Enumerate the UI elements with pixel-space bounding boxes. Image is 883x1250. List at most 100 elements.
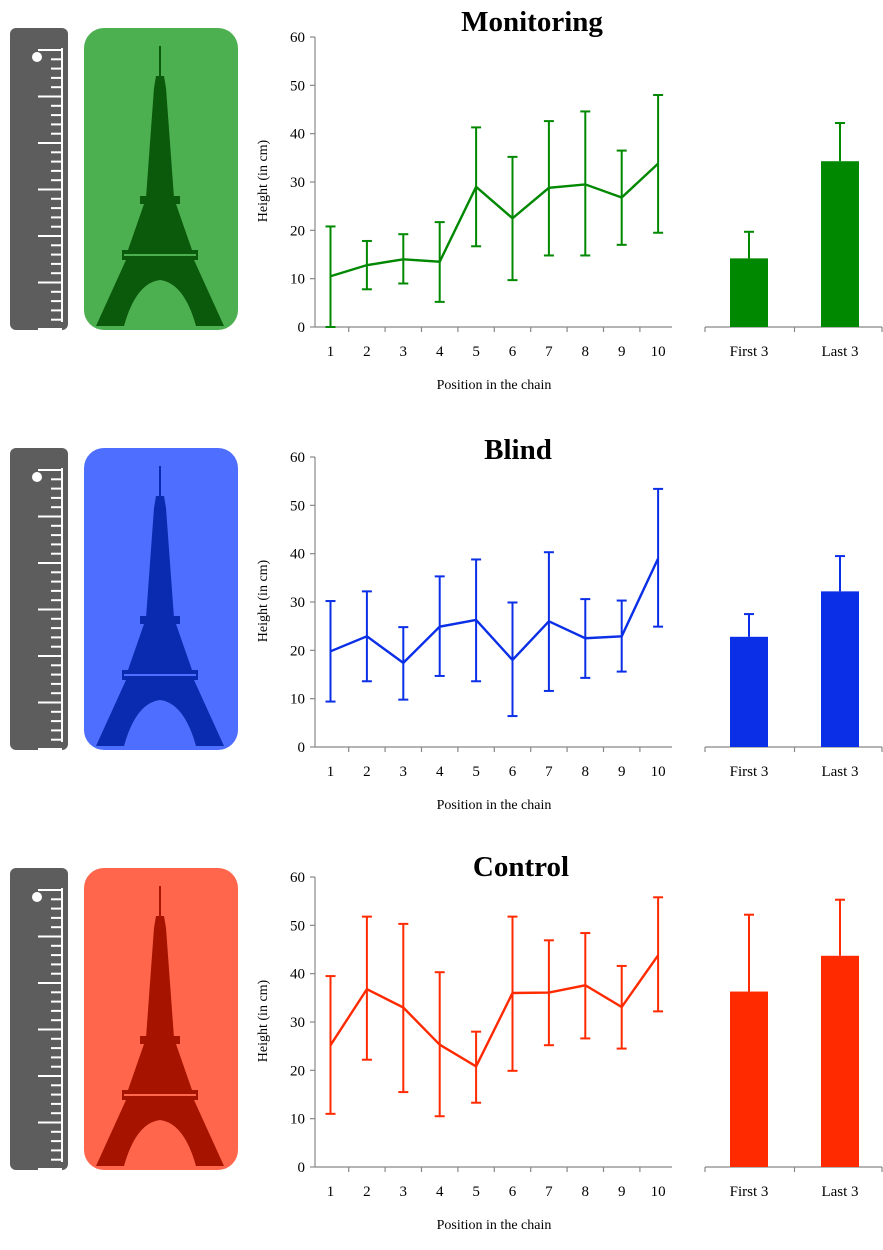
x-axis-title: Position in the chain bbox=[437, 378, 552, 393]
x-tick-label: 1 bbox=[327, 764, 335, 780]
bar-category-label: First 3 bbox=[730, 344, 769, 360]
eiffel-tower-icon bbox=[84, 448, 238, 750]
x-tick-label: 1 bbox=[327, 344, 335, 360]
bar-category-label: First 3 bbox=[730, 1184, 769, 1200]
x-tick-label: 7 bbox=[545, 344, 553, 360]
tower-platform-2 bbox=[140, 1036, 180, 1044]
y-tick-label: 40 bbox=[290, 547, 305, 563]
y-tick-label: 50 bbox=[290, 498, 305, 514]
ruler-icon bbox=[10, 28, 68, 330]
x-tick-label: 2 bbox=[363, 1184, 371, 1200]
x-tick-label: 3 bbox=[400, 764, 408, 780]
tower-upper bbox=[146, 508, 174, 618]
x-tick-label: 10 bbox=[651, 344, 666, 360]
bar bbox=[730, 991, 768, 1167]
tower-base bbox=[96, 680, 224, 746]
bar bbox=[821, 591, 859, 747]
tower-base bbox=[96, 1100, 224, 1166]
y-tick-label: 20 bbox=[290, 643, 305, 659]
tower-platform-line bbox=[124, 674, 196, 676]
y-tick-label: 0 bbox=[298, 740, 306, 756]
x-tick-label: 5 bbox=[472, 1184, 480, 1200]
x-tick-label: 5 bbox=[472, 344, 480, 360]
y-tick-label: 30 bbox=[290, 595, 305, 611]
eiffel-tower-icon bbox=[84, 28, 238, 330]
tower-platform-line bbox=[124, 254, 196, 256]
tower-upper bbox=[146, 88, 174, 198]
x-tick-label: 6 bbox=[509, 1184, 517, 1200]
tower-antenna bbox=[159, 466, 161, 496]
chart-blind: Blind Height (in cm) Position in the cha… bbox=[256, 434, 883, 813]
ruler-body bbox=[10, 868, 68, 1170]
y-axis-title: Height (in cm) bbox=[256, 139, 271, 222]
tower-middle bbox=[128, 624, 192, 670]
y-tick-label: 20 bbox=[290, 1063, 305, 1079]
y-tick-label: 0 bbox=[298, 320, 306, 336]
y-tick-label: 60 bbox=[290, 450, 305, 466]
ruler-body bbox=[10, 448, 68, 750]
x-tick-label: 2 bbox=[363, 344, 371, 360]
tower-platform-2 bbox=[140, 616, 180, 624]
y-tick-label: 50 bbox=[290, 918, 305, 934]
x-tick-label: 5 bbox=[472, 764, 480, 780]
tower-silhouette bbox=[96, 46, 224, 326]
x-tick-label: 3 bbox=[400, 344, 408, 360]
tower-antenna bbox=[159, 886, 161, 916]
ruler-dot bbox=[32, 52, 42, 62]
tower-base bbox=[96, 260, 224, 326]
tower-antenna bbox=[159, 46, 161, 76]
x-tick-label: 9 bbox=[618, 344, 626, 360]
bar bbox=[730, 258, 768, 327]
y-axis-title: Height (in cm) bbox=[256, 979, 271, 1062]
ruler-dot bbox=[32, 892, 42, 902]
y-tick-label: 0 bbox=[298, 1160, 306, 1176]
tower-top bbox=[154, 76, 166, 88]
x-tick-label: 8 bbox=[582, 764, 590, 780]
ruler-icon bbox=[10, 868, 68, 1170]
x-tick-label: 4 bbox=[436, 344, 444, 360]
x-axis-title: Position in the chain bbox=[437, 798, 552, 813]
panel-monitoring: Monitoring Height (in cm) Position in th… bbox=[0, 0, 883, 410]
tower-upper bbox=[146, 928, 174, 1038]
y-tick-label: 30 bbox=[290, 175, 305, 191]
bar-category-label: First 3 bbox=[730, 764, 769, 780]
x-tick-label: 6 bbox=[509, 764, 517, 780]
bar bbox=[821, 161, 859, 327]
series-line bbox=[330, 557, 660, 665]
tower-middle bbox=[128, 1044, 192, 1090]
y-tick-label: 10 bbox=[290, 1112, 305, 1128]
eiffel-tower-icon bbox=[84, 868, 238, 1170]
x-tick-label: 7 bbox=[545, 764, 553, 780]
x-tick-label: 4 bbox=[436, 764, 444, 780]
y-tick-label: 60 bbox=[290, 870, 305, 886]
x-tick-label: 9 bbox=[618, 1184, 626, 1200]
x-tick-label: 10 bbox=[651, 764, 666, 780]
y-tick-label: 20 bbox=[290, 223, 305, 239]
x-tick-label: 4 bbox=[436, 1184, 444, 1200]
tower-silhouette bbox=[96, 466, 224, 746]
x-tick-label: 3 bbox=[400, 1184, 408, 1200]
tower-silhouette bbox=[96, 886, 224, 1166]
chart-monitoring: Monitoring Height (in cm) Position in th… bbox=[256, 6, 883, 393]
x-tick-label: 10 bbox=[651, 1184, 666, 1200]
chart-title: Monitoring bbox=[461, 6, 603, 38]
bar bbox=[821, 955, 859, 1167]
panel-control: Control Height (in cm) Position in the c… bbox=[0, 840, 883, 1250]
y-tick-label: 10 bbox=[290, 272, 305, 288]
x-tick-label: 6 bbox=[509, 344, 517, 360]
tower-top bbox=[154, 496, 166, 508]
ruler-dot bbox=[32, 472, 42, 482]
y-tick-label: 40 bbox=[290, 127, 305, 143]
panel-blind: Blind Height (in cm) Position in the cha… bbox=[0, 420, 883, 830]
bar bbox=[730, 636, 768, 747]
tower-platform-line bbox=[124, 1094, 196, 1096]
x-tick-label: 9 bbox=[618, 764, 626, 780]
y-tick-label: 60 bbox=[290, 30, 305, 46]
y-tick-label: 40 bbox=[290, 967, 305, 983]
y-tick-label: 30 bbox=[290, 1015, 305, 1031]
chart-control: Control Height (in cm) Position in the c… bbox=[256, 851, 883, 1233]
x-tick-label: 8 bbox=[582, 344, 590, 360]
ruler-body bbox=[10, 28, 68, 330]
series-line bbox=[330, 162, 659, 278]
y-tick-label: 10 bbox=[290, 692, 305, 708]
